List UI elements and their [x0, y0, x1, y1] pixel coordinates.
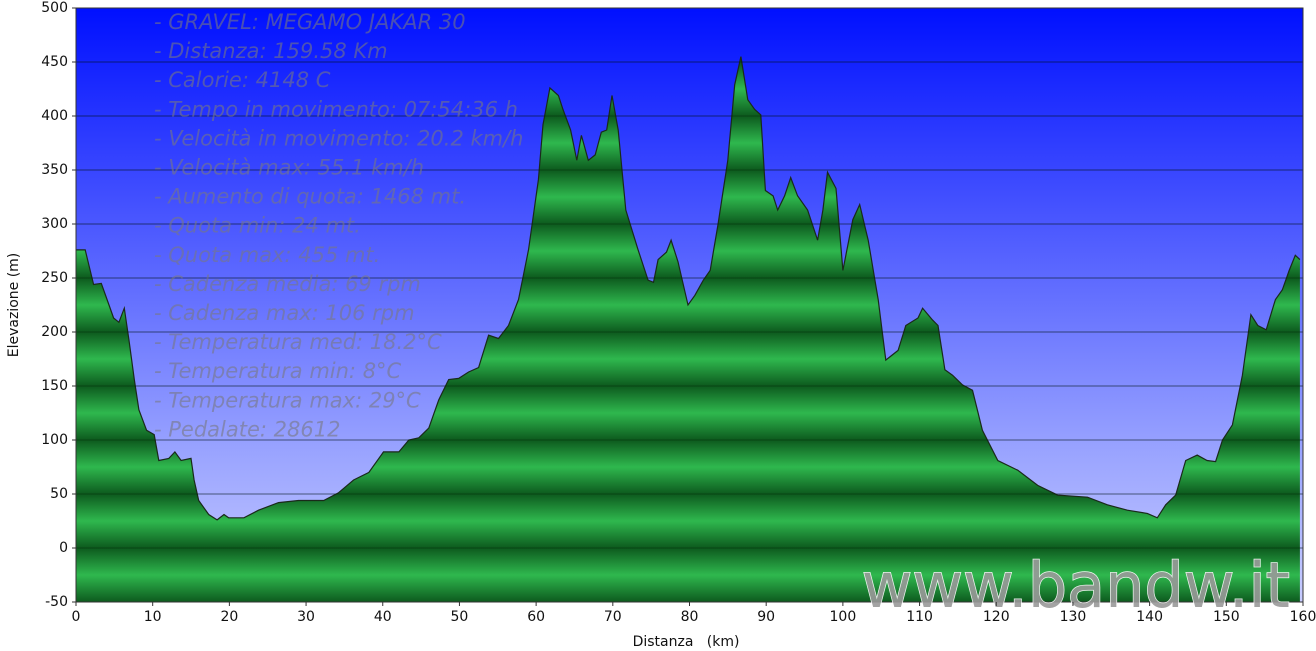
watermark: www.bandw.it	[862, 549, 1290, 622]
y-tick-label: 200	[41, 324, 68, 340]
y-tick-label: 350	[41, 162, 68, 178]
x-tick-label: 50	[451, 609, 469, 625]
y-axis-label: Elevazione (m)	[6, 253, 22, 358]
area	[76, 56, 1300, 603]
x-tick-label: 0	[72, 609, 81, 625]
stat-line: - Aumento di quota: 1468 mt.	[154, 185, 466, 209]
x-tick-label: 100	[830, 609, 857, 625]
stat-line: - GRAVEL: MEGAMO JAKAR 30	[154, 10, 466, 34]
x-tick-label: 60	[527, 609, 545, 625]
x-tick-label: 150	[1213, 609, 1240, 625]
stat-line: - Calorie: 4148 C	[154, 68, 331, 92]
stat-line: - Temperatura max: 29°C	[154, 388, 421, 412]
y-tick-label: 50	[50, 486, 68, 502]
stat-line: - Cadenza media: 69 rpm	[154, 272, 421, 296]
stat-line: - Quota max: 455 mt.	[154, 243, 380, 267]
y-tick-label: 0	[59, 540, 68, 556]
x-tick-label: 20	[220, 609, 238, 625]
x-tick-label: 10	[144, 609, 162, 625]
x-axis-label: Distanza (km)	[633, 634, 740, 650]
stat-line: - Quota min: 24 mt.	[154, 214, 361, 238]
y-tick-label: 150	[41, 378, 68, 394]
annotations: - GRAVEL: MEGAMO JAKAR 30 - Distanza: 159…	[154, 10, 524, 441]
x-tick-label: 110	[906, 609, 933, 625]
x-tick-label: 120	[983, 609, 1010, 625]
x-tick-label: 140	[1136, 609, 1163, 625]
x-tick-label: 90	[757, 609, 775, 625]
stat-line: - Distanza: 159.58 Km	[154, 39, 388, 63]
stat-line: - Cadenza max: 106 rpm	[154, 301, 415, 325]
y-tick-label: -50	[45, 594, 68, 610]
y-tick-label: 300	[41, 216, 68, 232]
stat-line: - Temperatura min: 8°C	[154, 359, 402, 383]
stat-line: - Tempo in movimento: 07:54:36 h	[154, 97, 518, 121]
y-tick-label: 100	[41, 432, 68, 448]
x-tick-label: 40	[374, 609, 392, 625]
x-tick-label: 160	[1290, 609, 1316, 625]
stat-line: - Velocità in movimento: 20.2 km/h	[154, 126, 524, 150]
x-tick-label: 80	[681, 609, 699, 625]
profile-line	[76, 56, 1301, 521]
x-tick-label: 30	[297, 609, 315, 625]
stat-line: - Pedalate: 28612	[154, 417, 340, 441]
x-tick-label: 70	[604, 609, 622, 625]
stat-line: - Velocità max: 55.1 km/h	[154, 156, 424, 180]
y-tick-label: 400	[41, 108, 68, 124]
x-tick-label: 130	[1060, 609, 1087, 625]
y-tick-label: 450	[41, 54, 68, 70]
y-tick-label: 500	[41, 0, 68, 16]
y-tick-label: 250	[41, 270, 68, 286]
stat-line: - Temperatura med: 18.2°C	[154, 330, 442, 354]
